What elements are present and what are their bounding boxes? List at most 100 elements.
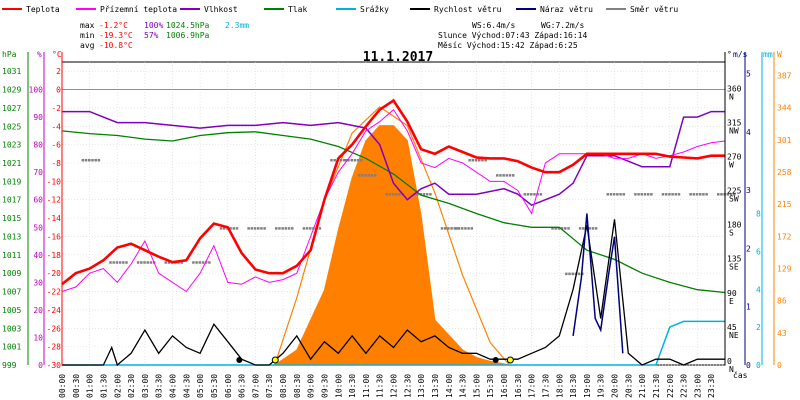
tick-label-time: 06:00 <box>224 374 233 398</box>
tick-label-hpa: 1027 <box>2 104 21 113</box>
tick-label-time: 23:00 <box>693 374 702 398</box>
legend-label: Vlhkost <box>204 5 238 14</box>
tick-label-hpa: 1007 <box>2 288 21 297</box>
wind-direction-mark <box>616 193 619 196</box>
tick-label-ms: 2 <box>746 244 751 253</box>
axis-title-temperature: °C <box>52 50 62 59</box>
wind-direction-mark <box>692 193 696 196</box>
wind-direction-mark <box>192 261 195 264</box>
tick-label-time: 08:30 <box>293 374 302 398</box>
tick-label-hpa: 1013 <box>2 232 21 241</box>
wind-direction-mark <box>385 193 388 196</box>
tick-label-direction: 225 <box>727 187 742 196</box>
wind-direction-mark <box>91 158 94 162</box>
wind-direction-mark <box>425 193 429 196</box>
tick-label-direction-cardinal: SE <box>729 263 739 272</box>
tick-label-time: 20:00 <box>611 374 620 398</box>
tick-label-mm: 6 <box>756 247 761 256</box>
wind-direction-mark <box>356 158 360 162</box>
wind-direction-mark <box>305 227 309 230</box>
wind-direction-mark <box>457 227 461 230</box>
tick-label-time: 16:00 <box>500 374 509 398</box>
wind-direction-mark <box>201 261 205 264</box>
wind-direction-mark <box>180 261 183 264</box>
axis-title-percent: % <box>37 50 42 59</box>
wind-direction-mark <box>505 174 509 177</box>
tick-label-time: 04:00 <box>169 374 178 398</box>
tick-label-temperature: -14 <box>47 214 62 223</box>
wind-direction-mark <box>373 174 377 177</box>
tick-label-hpa: 1031 <box>2 67 21 76</box>
tick-label-time: 06:30 <box>238 374 247 398</box>
tick-label-hpa: 1005 <box>2 306 21 315</box>
wind-direction-mark <box>560 227 564 230</box>
stat-moon-times: Měsíc Východ:15:42 Západ:6:25 <box>438 41 578 50</box>
wind-direction-mark <box>477 158 481 162</box>
wind-direction-mark <box>474 158 478 162</box>
wind-direction-mark <box>149 261 153 264</box>
tick-label-time: 05:00 <box>196 374 205 398</box>
axis-title-mm: mm <box>763 50 773 59</box>
wind-direction-mark <box>640 193 644 196</box>
stat-wind-gust: WG:7.2m/s <box>541 21 585 30</box>
tick-label-hpa: 1015 <box>2 214 21 223</box>
legend-label: Rychlost větru <box>434 5 502 14</box>
wind-direction-mark <box>582 227 585 230</box>
tick-label-time: 01:00 <box>86 374 95 398</box>
wind-direction-mark <box>536 193 539 196</box>
wind-direction-mark <box>594 227 598 230</box>
wind-direction-mark <box>391 193 395 196</box>
tick-label-time: 18:00 <box>555 374 564 398</box>
axis-title-ms: m/s <box>733 50 748 59</box>
tick-label-time: 14:00 <box>445 374 454 398</box>
tick-label-time: 03:30 <box>155 374 164 398</box>
wind-direction-mark <box>526 193 530 196</box>
tick-label-time: 13:30 <box>431 374 440 398</box>
wind-direction-mark <box>388 193 392 196</box>
tick-label-direction-cardinal: NE <box>729 331 739 340</box>
wind-direction-mark <box>564 227 567 230</box>
wind-direction-mark <box>496 174 499 177</box>
tick-label-hpa: 1029 <box>2 86 21 95</box>
wind-direction-mark <box>609 193 613 196</box>
tick-label-time: 02:30 <box>127 374 136 398</box>
tick-label-direction-cardinal: NW <box>729 126 739 135</box>
wind-direction-mark <box>499 174 502 177</box>
wind-direction-mark <box>250 227 254 230</box>
wind-direction-mark <box>643 193 647 196</box>
wind-direction-mark <box>361 174 364 177</box>
tick-label-percent: 30 <box>33 278 43 287</box>
wind-direction-mark <box>523 193 527 196</box>
tick-label-time: 19:30 <box>597 374 606 398</box>
legend-label: Náraz větru <box>540 5 593 14</box>
wind-direction-mark <box>195 261 198 264</box>
wind-direction-mark <box>729 193 733 196</box>
tick-label-temperature: 0 <box>56 86 61 95</box>
wind-direction-mark <box>612 193 616 196</box>
wind-direction-mark <box>533 193 536 196</box>
tick-label-w: 172 <box>777 232 792 241</box>
wind-direction-mark <box>565 272 568 276</box>
wind-direction-mark <box>481 158 484 162</box>
tick-label-hpa: 999 <box>2 361 17 370</box>
wind-direction-mark <box>367 174 370 177</box>
tick-label-temperature: 2 <box>56 67 61 76</box>
wind-direction-mark <box>464 227 467 230</box>
tick-label-temperature: -2 <box>51 104 61 113</box>
wind-direction-mark <box>330 158 333 162</box>
tick-label-direction-cardinal: SW <box>729 195 739 204</box>
wind-direction-mark <box>443 227 447 230</box>
series-ground-temperature <box>61 108 726 293</box>
moonset-marker <box>236 357 243 363</box>
wind-direction-mark <box>447 227 450 230</box>
wind-direction-mark <box>398 193 401 196</box>
stat-rain-total: 2.3mm <box>225 21 249 30</box>
tick-label-w: 301 <box>777 136 792 145</box>
wind-direction-mark <box>577 272 581 276</box>
tick-label-direction: 180 <box>727 221 742 230</box>
tick-label-direction: 45 <box>727 323 737 332</box>
tick-label-time: 21:30 <box>652 374 661 398</box>
wind-direction-mark <box>554 227 557 230</box>
sunrise-marker <box>271 356 279 364</box>
wind-direction-mark <box>530 193 533 196</box>
